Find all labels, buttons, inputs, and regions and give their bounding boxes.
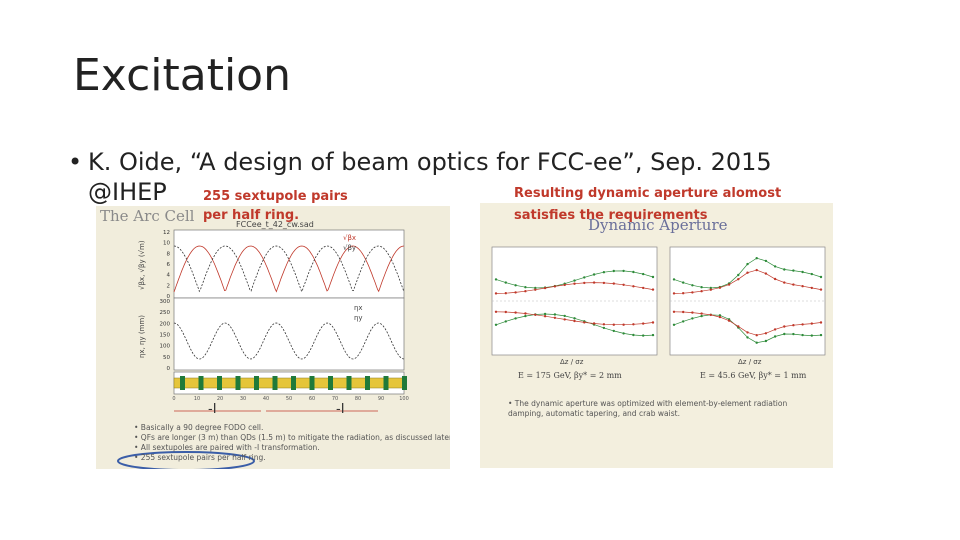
dynamic-aperture-figure: Dynamic Aperture Δz / σz Δz / σz E = 175… xyxy=(480,203,833,468)
legend-beta-y: √βy xyxy=(343,244,357,252)
lower-tick-label: 0 xyxy=(167,366,171,372)
da-heading: Dynamic Aperture xyxy=(588,216,728,234)
upper-tick-labels: 12 10 8 6 4 2 0 xyxy=(163,230,171,300)
note-1: • Basically a 90 degree FODO cell. xyxy=(134,423,264,432)
da-caption-right: E = 45.6 GeV, βy* = 1 mm xyxy=(700,371,807,380)
lower-tick-label: 150 xyxy=(160,333,171,339)
upper-tick-label: 8 xyxy=(167,251,171,257)
da-point xyxy=(672,310,676,313)
x-tick-label: 40 xyxy=(263,396,269,402)
upper-panel-frame xyxy=(173,229,405,299)
bullet-text-line2: @IHEP xyxy=(88,178,167,206)
legend-eta-y: ηy xyxy=(354,314,363,322)
x-tick-label: 90 xyxy=(378,396,384,402)
x-tick-label: 0 xyxy=(172,396,175,402)
note-3: • All sextupoles are paired with -I tran… xyxy=(134,443,320,452)
beta-curves xyxy=(173,245,405,293)
lower-tick-label: 100 xyxy=(160,344,171,350)
arc-cell-heading: The Arc Cell xyxy=(100,207,195,225)
magnet-marker xyxy=(254,376,259,390)
magnet-marker xyxy=(365,376,370,390)
upper-ylabel: √βx, √βy (√m) xyxy=(138,240,146,290)
lower-ylabel: ηx, ηy (mm) xyxy=(138,315,146,358)
upper-tick-label: 6 xyxy=(167,262,171,268)
magnet-marker xyxy=(235,376,241,390)
magnet-marker xyxy=(309,376,315,390)
da-line xyxy=(495,282,654,294)
magnet-marker xyxy=(272,376,278,390)
da-line xyxy=(673,257,822,289)
x-tick-label: 70 xyxy=(332,396,338,402)
slide-title: Excitation xyxy=(73,50,291,101)
da-point xyxy=(494,292,498,295)
da-note: • The dynamic aperture was optimized wit… xyxy=(508,399,788,418)
annotation-half-ring: per half ring. xyxy=(203,208,300,223)
legend-eta-x: ηx xyxy=(354,304,363,312)
da-xlabel-right: Δz / σz xyxy=(738,358,762,366)
cell-label-2: -I xyxy=(336,402,345,417)
da-xlabel-left: Δz / σz xyxy=(560,358,584,366)
magnet-markers xyxy=(180,376,407,390)
bullet-citation: • K. Oide, “A design of beam optics for F… xyxy=(68,147,772,177)
da-line xyxy=(495,313,654,336)
annotation-dynamic-aperture-1: Resulting dynamic aperture alomost xyxy=(514,186,782,201)
da-left-curves xyxy=(494,269,655,337)
da-point xyxy=(494,323,498,326)
upper-tick-label: 12 xyxy=(163,230,170,236)
lower-tick-labels: 300 250 200 150 100 50 0 xyxy=(160,299,171,372)
magnet-marker xyxy=(180,376,185,390)
da-right-curves xyxy=(672,257,823,344)
da-line xyxy=(673,269,822,294)
lower-tick-label: 200 xyxy=(160,321,171,327)
magnet-marker xyxy=(198,376,204,390)
beta-y-line xyxy=(173,245,405,293)
da-caption-left: E = 175 GeV, βy* = 2 mm xyxy=(518,371,622,380)
x-tick-label: 50 xyxy=(286,396,292,402)
x-tick-label: 80 xyxy=(355,396,361,402)
upper-tick-label: 10 xyxy=(163,241,170,247)
annotation-sextupole-pairs: 255 sextupole pairs xyxy=(203,189,348,204)
legend-beta-x: √βx xyxy=(343,234,357,242)
arc-cell-figure: The Arc Cell FCCee_t_42_cw.sad 12 10 8 6 4 2 0… xyxy=(96,206,450,469)
magnet-marker xyxy=(328,376,333,390)
upper-tick-label: 0 xyxy=(167,294,171,300)
magnet-marker xyxy=(402,376,407,390)
plot-title: FCCee_t_42_cw.sad xyxy=(236,220,314,229)
x-tick-labels: 0 10 20 30 40 50 60 70 80 90 100 xyxy=(172,396,408,402)
x-tick-label: 30 xyxy=(240,396,246,402)
magnet-marker xyxy=(291,376,296,390)
bullet-dot: • xyxy=(68,148,83,176)
bullet-text-line1: K. Oide, “A design of beam optics for FC… xyxy=(88,148,772,176)
upper-tick-label: 4 xyxy=(167,273,171,279)
note-4: • 255 sextupole pairs per half ring. xyxy=(134,453,266,462)
lower-panel-frame xyxy=(173,297,405,371)
x-tick-label: 20 xyxy=(217,396,223,402)
lower-tick-label: 250 xyxy=(160,310,171,316)
da-plots xyxy=(491,246,826,356)
note-2: • QFs are longer (3 m) than QDs (1.5 m) … xyxy=(134,433,450,442)
lower-tick-label: 300 xyxy=(160,299,171,305)
upper-tick-label: 2 xyxy=(167,283,171,289)
x-tick-label: 100 xyxy=(399,396,409,402)
x-tick-label: 10 xyxy=(194,396,200,402)
da-line xyxy=(673,314,822,344)
magnet-marker xyxy=(383,376,389,390)
x-tick-label: 60 xyxy=(309,396,315,402)
highlight-ellipse xyxy=(117,451,255,469)
da-line xyxy=(673,311,822,336)
cell-label-1: -I xyxy=(208,402,217,417)
da-line xyxy=(495,311,654,326)
lower-tick-label: 50 xyxy=(163,355,170,361)
magnet-marker xyxy=(346,376,352,390)
da-point xyxy=(494,310,498,313)
da-point xyxy=(672,292,676,295)
annotation-dynamic-aperture-2: satisfies the requirements xyxy=(514,208,708,223)
da-line xyxy=(495,270,654,289)
magnet-marker xyxy=(217,376,222,390)
